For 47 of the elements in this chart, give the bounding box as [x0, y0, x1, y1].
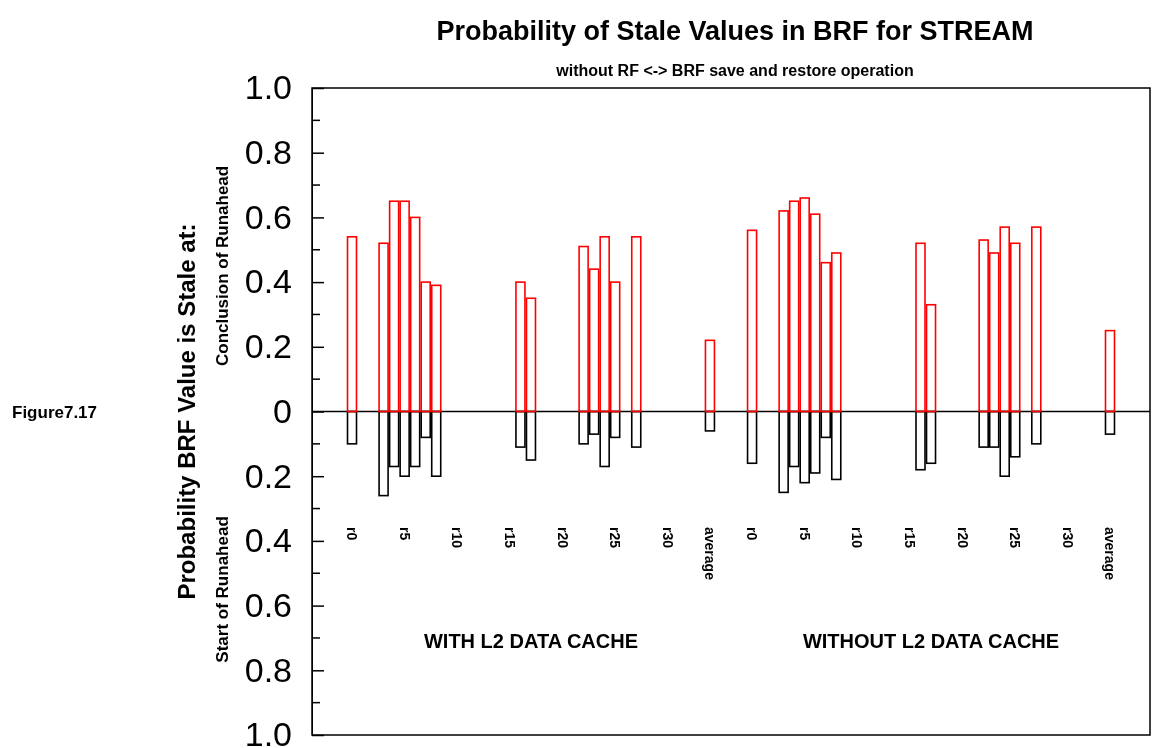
bar	[630, 410, 642, 448]
y-tick-label: 0.4	[244, 262, 292, 301]
bar	[704, 339, 716, 413]
bar	[346, 236, 358, 413]
bar	[1031, 226, 1042, 413]
bar	[630, 236, 642, 413]
x-tick-label: r25	[1007, 527, 1024, 549]
text: Start of Runahead	[213, 516, 232, 663]
y-tick-label: 1.0	[244, 715, 292, 748]
x-tick-label: average	[702, 527, 719, 581]
y-tick-label: 0.6	[244, 585, 292, 624]
bar	[1104, 410, 1116, 435]
x-tick-label: r10	[449, 527, 466, 549]
x-tick-label: r20	[954, 527, 971, 549]
x-tick-label: r30	[659, 527, 676, 549]
x-tick-label: r5	[396, 527, 413, 541]
x-tick-label: r20	[554, 527, 571, 549]
y-tick-label: 0.4	[244, 521, 292, 560]
x-tick-label: r5	[796, 527, 813, 541]
y-tick-label: 0.8	[244, 133, 292, 172]
bar	[1104, 329, 1116, 413]
caption: Figure7.17	[12, 403, 98, 422]
bar	[346, 410, 358, 445]
y-tick-label: 0.8	[244, 650, 292, 689]
bar	[746, 410, 758, 465]
y-tick-label: 0	[273, 391, 292, 430]
annotation: WITHOUT L2 DATA CACHE	[802, 630, 1060, 652]
annotation: WITH L2 DATA CACHE	[423, 630, 639, 652]
x-tick-label: r10	[849, 527, 866, 549]
y-axis-title: Probability BRF Value is Stale at:	[173, 223, 200, 600]
bar	[704, 410, 716, 432]
y-tick-label: 0.2	[244, 327, 292, 366]
y-tick-label: 1.0	[244, 68, 292, 107]
y-tick-label: 0.2	[244, 456, 292, 495]
x-tick-label: r15	[502, 527, 519, 549]
x-tick-label: r25	[607, 527, 624, 549]
x-tick-label: r15	[902, 527, 919, 549]
text: Conclusion of Runahead	[213, 165, 232, 367]
chart-subtitle: without RF <-> BRF save and restore operation	[555, 62, 914, 79]
chart-title: Probability of Stale Values in BRF for STREAM	[436, 16, 1034, 46]
x-tick-label: average	[1102, 527, 1119, 581]
x-tick-label: r0	[344, 527, 361, 541]
x-tick-label: r30	[1059, 527, 1076, 549]
bar	[1031, 410, 1042, 445]
y-tick-label: 0.6	[244, 197, 292, 236]
bar	[746, 229, 758, 413]
x-tick-label: r0	[744, 527, 761, 541]
